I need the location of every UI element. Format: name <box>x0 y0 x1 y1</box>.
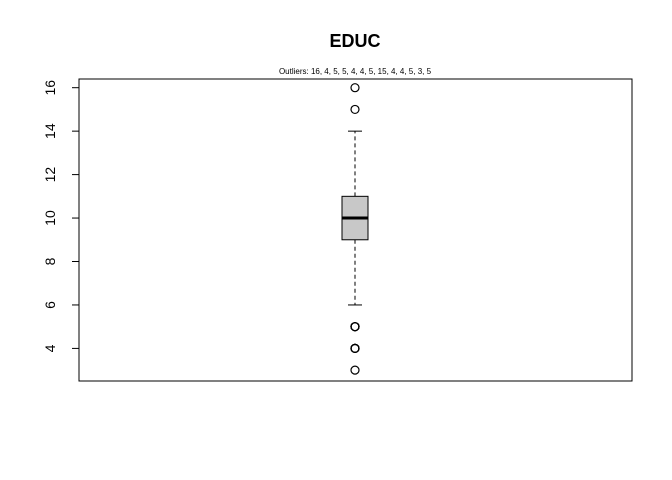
y-tick-label: 12 <box>42 167 58 183</box>
y-tick-label: 16 <box>42 80 58 96</box>
y-tick-label: 14 <box>42 123 58 139</box>
chart-title: EDUC <box>329 31 380 51</box>
y-axis-ticks: 4 6 8 10 12 14 16 <box>42 80 79 352</box>
outlier-point <box>350 83 360 93</box>
outlier-point <box>350 104 360 115</box>
outlier-point <box>350 343 360 354</box>
outliers-subtitle: Outliers: 16, 4, 5, 5, 4, 4, 5, 15, 4, 4… <box>279 67 432 76</box>
outlier-points <box>350 83 360 375</box>
box-group <box>341 130 369 306</box>
y-tick-label: 8 <box>42 257 58 265</box>
y-tick-label: 4 <box>42 344 58 352</box>
outlier-point <box>350 365 360 375</box>
y-tick-label: 10 <box>42 210 58 226</box>
outlier-point <box>350 322 360 332</box>
y-tick-label: 6 <box>42 301 58 309</box>
